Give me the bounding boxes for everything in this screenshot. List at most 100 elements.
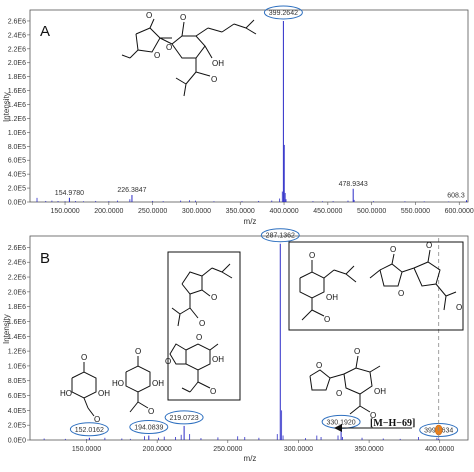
panel-b-ytick-label: 1.8E6 <box>8 304 26 311</box>
panel-b-ytick-label: 2.0E6 <box>8 289 26 296</box>
svg-text:OH: OH <box>212 59 224 68</box>
panel-a-ytick-label: 6.0E5 <box>8 158 26 165</box>
panel-b-ylabel: Intensity <box>2 314 11 344</box>
panel-a-ytick-label: 2.0E6 <box>8 60 26 67</box>
panel-a-letter: A <box>40 23 50 40</box>
panel-a-ytick-label: 8.0E5 <box>8 144 26 151</box>
panel-a-ytick-label: 2.4E6 <box>8 32 26 39</box>
fragment-structure-152 <box>71 362 97 417</box>
svg-text:OH: OH <box>98 389 110 398</box>
svg-text:O: O <box>199 319 205 328</box>
panel-a-peak-label: 478.9343 <box>339 181 368 188</box>
panel-a-xtick-label: 150.0000 <box>50 208 79 215</box>
panel-b-peak-circle <box>129 420 169 435</box>
svg-text:O: O <box>211 75 217 84</box>
svg-text:O: O <box>180 13 186 22</box>
panel-a-ytick-label: 2.6E6 <box>8 18 26 25</box>
svg-text:O: O <box>210 387 216 396</box>
svg-text:O: O <box>81 353 87 362</box>
panel-a-ytick-label: 1.0E6 <box>8 130 26 137</box>
panel-b-peak-label: 152.0162 <box>75 427 104 434</box>
panel-a-ytick-label: 0.0E0 <box>8 200 26 207</box>
svg-text:O: O <box>309 251 315 260</box>
svg-text:O: O <box>146 11 152 20</box>
fragment-structure-194 <box>125 356 151 413</box>
panel-a-peak-label: 226.3847 <box>117 187 146 194</box>
panel-b-xtick-label: 300.0000 <box>284 446 313 453</box>
svg-text:HO: HO <box>112 379 124 388</box>
panel-b: B Intensity m/z 0.0E0 2.0E5 4.0E5 6.0E5 8.0E… <box>2 228 469 463</box>
panel-b-peak-label: 287.1362 <box>266 233 295 240</box>
panel-a-xtick-label: 450.0000 <box>313 208 342 215</box>
panel-b-ytick-label: 1.4E6 <box>8 334 26 341</box>
svg-text:O: O <box>354 347 360 356</box>
panel-a-xtick-label: 550.0000 <box>401 208 430 215</box>
panel-b-peak-circle <box>69 422 109 437</box>
panel-b-ytick-label: 0.0E0 <box>8 438 26 445</box>
svg-text:OH: OH <box>374 387 386 396</box>
panel-b-xtick-label: 200.0000 <box>143 446 172 453</box>
panel-b-peak-label: 194.0839 <box>134 425 163 432</box>
panel-a-peak-label: 154.9780 <box>55 190 84 197</box>
fragment-box-right <box>288 241 464 331</box>
panel-b-xtick-label: 150.0000 <box>72 446 101 453</box>
annotation-arrowhead <box>334 424 342 432</box>
panel-b-ytick-label: 2.2E6 <box>8 275 26 282</box>
panel-b-peak-circle <box>164 410 204 425</box>
fragment-structure-330 <box>309 355 381 415</box>
svg-text:O: O <box>316 361 322 370</box>
panel-b-peak-label: 219.0723 <box>170 415 199 422</box>
panel-a-peak-label: 399.2642 <box>269 10 298 17</box>
panel-b-minor-peaks <box>43 410 438 440</box>
svg-text:O: O <box>166 43 172 52</box>
svg-text:O: O <box>324 315 330 324</box>
panel-b-frame <box>29 235 469 441</box>
svg-text:O: O <box>390 245 396 254</box>
panel-b-ytick-label: 1.2E6 <box>8 349 26 356</box>
panel-b-ytick-label: 1.0E6 <box>8 363 26 370</box>
panel-a-xtick-label: 600.0000 <box>445 208 474 215</box>
panel-b-peak-label: 330.1920 <box>327 419 356 426</box>
svg-text:O: O <box>211 293 217 302</box>
svg-text:O: O <box>426 241 432 250</box>
panel-b-xlabel: m/z <box>244 454 257 463</box>
panel-b-ytick-label: 4.0E5 <box>8 408 26 415</box>
panel-b-xtick-label: 250.0000 <box>213 446 242 453</box>
svg-text:OH: OH <box>212 355 224 364</box>
annotation-m-h-69: [M−H−69] <box>370 418 415 429</box>
panel-a-ytick-label: 1.2E6 <box>8 116 26 123</box>
panel-a-xtick-label: 200.0000 <box>94 208 123 215</box>
panel-a-ytick-label: 1.4E6 <box>8 102 26 109</box>
panel-a-minor-peaks <box>36 144 450 202</box>
panel-b-peaks: 152.0162 194.0839 219.0723 287.1362 330.1920… <box>69 228 459 440</box>
panel-a-xtick-label: 250.0000 <box>138 208 167 215</box>
svg-text:O: O <box>196 333 202 342</box>
svg-text:HO: HO <box>60 389 72 398</box>
panel-a-axes: 0.0E0 2.0E5 4.0E5 6.0E5 8.0E5 1.0E6 1.2E6 1.4E6… <box>8 18 474 215</box>
panel-a-ytick-label: 2.0E5 <box>8 186 26 193</box>
svg-text:O: O <box>398 289 404 298</box>
fragment-structure-benzofuranone <box>169 343 219 393</box>
panel-a-peak-label: 608.3 <box>447 192 465 199</box>
svg-text:O: O <box>94 415 100 424</box>
panel-a-xtick-label: 400.0000 <box>269 208 298 215</box>
panel-b-xtick-label: 350.0000 <box>354 446 383 453</box>
fragment-structure-large <box>299 249 457 321</box>
panel-b-letter: B <box>40 250 50 267</box>
panel-a-ytick-label: 4.0E5 <box>8 172 26 179</box>
panel-b-ytick-label: 1.6E6 <box>8 319 26 326</box>
panel-a: A Intensity m/z 0.0E0 2.0E5 4.0E5 6.0E5 8.0E… <box>2 5 474 226</box>
panel-a-ytick-label: 1.8E6 <box>8 74 26 81</box>
panel-a-xtick-label: 350.0000 <box>226 208 255 215</box>
svg-text:O: O <box>336 389 342 398</box>
svg-text:OH: OH <box>152 379 164 388</box>
fragment-structure-cyclopentenone <box>171 263 233 327</box>
panel-a-xtick-label: 500.0000 <box>357 208 386 215</box>
panel-a-peaks: 154.9780 226.3847 399.2642 478.9343 608.3 <box>55 5 468 202</box>
panel-b-ytick-label: 6.0E5 <box>8 393 26 400</box>
svg-text:O: O <box>165 357 171 366</box>
panel-b-ytick-label: 2.4E6 <box>8 260 26 267</box>
svg-text:O: O <box>154 51 160 60</box>
svg-text:O: O <box>456 303 462 312</box>
